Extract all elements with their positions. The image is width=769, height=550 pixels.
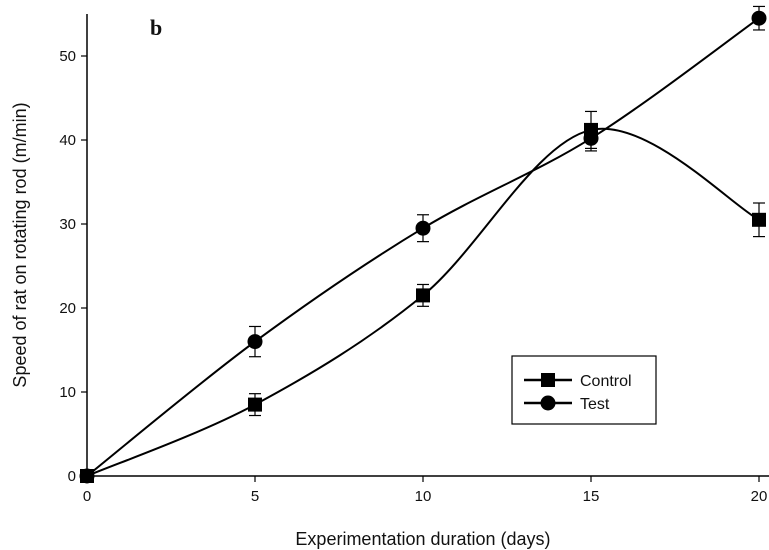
panel-label: b xyxy=(150,15,162,40)
y-tick-label: 20 xyxy=(59,300,76,317)
legend-label-control: Control xyxy=(580,373,632,390)
y-axis-title: Speed of rat on rotating rod (m/min) xyxy=(10,102,30,387)
y-tick-label: 10 xyxy=(59,384,76,401)
x-tick-label: 5 xyxy=(251,488,259,505)
data-point-test xyxy=(415,220,431,236)
legend-marker-control xyxy=(541,373,555,387)
data-point-test xyxy=(79,468,95,484)
y-tick-label: 0 xyxy=(68,468,76,485)
x-axis-title: Experimentation duration (days) xyxy=(295,529,550,549)
legend-items: Control Test xyxy=(524,373,632,413)
data-point-control xyxy=(416,288,430,303)
series-layer xyxy=(79,5,767,484)
legend: Control Test xyxy=(511,355,657,425)
series-test xyxy=(79,5,767,484)
x-tick-label: 0 xyxy=(83,488,91,505)
data-point-test xyxy=(751,10,767,26)
data-point-test xyxy=(247,334,263,350)
y-tick-label: 50 xyxy=(59,48,76,65)
legend-marker-test xyxy=(540,395,556,411)
data-point-control xyxy=(752,212,766,227)
y-tick-label: 30 xyxy=(59,216,76,233)
series-line-test xyxy=(86,17,760,477)
legend-box xyxy=(511,355,657,425)
x-tick-label: 20 xyxy=(751,488,768,505)
x-ticks: 0 5 10 15 20 xyxy=(83,476,768,505)
x-tick-label: 15 xyxy=(583,488,600,505)
data-point-test xyxy=(583,130,599,146)
legend-label-test: Test xyxy=(580,396,610,413)
series-control xyxy=(80,110,766,483)
data-point-control xyxy=(248,397,262,412)
y-ticks: 0 10 20 30 40 50 xyxy=(59,48,87,485)
y-tick-label: 40 xyxy=(59,132,76,149)
x-tick-label: 10 xyxy=(415,488,432,505)
